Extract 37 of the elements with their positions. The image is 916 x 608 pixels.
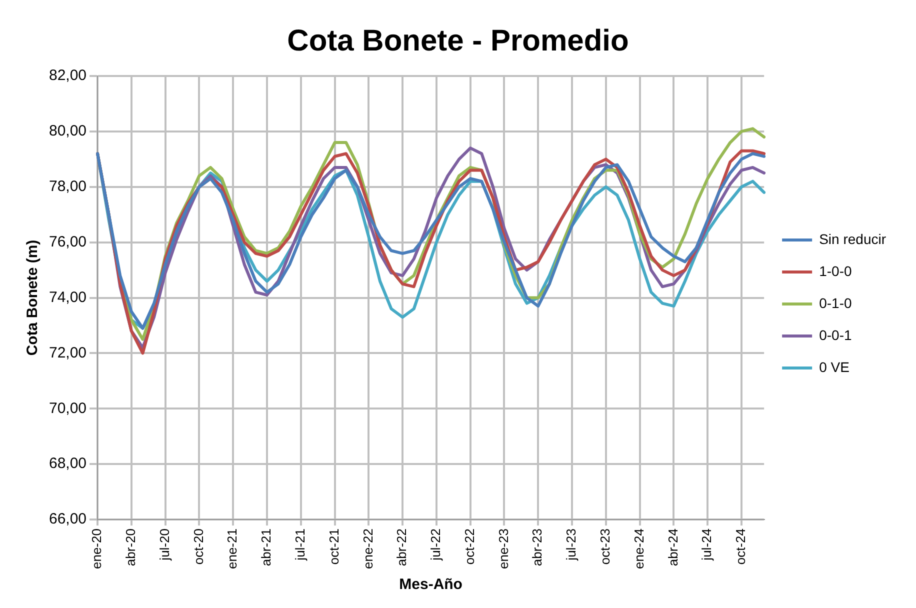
x-tick-label: jul-20 <box>156 528 172 562</box>
y-tick-label: 78,00 <box>48 178 87 196</box>
y-axis-title: Cota Bonete (m) <box>24 240 42 356</box>
x-tick-label: oct-23 <box>598 528 612 565</box>
x-tick-label: oct-21 <box>326 528 342 565</box>
x-tick-label: abr-22 <box>394 528 410 566</box>
legend-label: 1-0-0 <box>819 262 852 279</box>
legend-label: 0-1-0 <box>819 294 852 311</box>
x-axis-title: Mes-Año <box>399 576 462 594</box>
y-tick-label: 66,00 <box>48 510 87 528</box>
y-tick-label: 76,00 <box>48 233 87 250</box>
y-tick-label: 74,00 <box>48 288 87 306</box>
y-tick-label: 80,00 <box>48 122 87 140</box>
y-tick-label: 70,00 <box>48 400 87 417</box>
y-tick-label: 68,00 <box>48 455 87 472</box>
y-tick-label: 82,00 <box>48 67 87 84</box>
x-tick-label: ene-20 <box>89 528 104 570</box>
x-tick-label: abr-21 <box>258 528 274 566</box>
x-tick-label: ene-22 <box>360 528 376 570</box>
x-tick-label: oct-24 <box>733 528 748 565</box>
x-tick-label: abr-23 <box>530 528 545 566</box>
chart-title: Cota Bonete - Promedio <box>287 24 629 58</box>
x-tick-label: abr-20 <box>123 528 138 566</box>
x-tick-label: ene-24 <box>631 528 646 570</box>
x-tick-label: oct-20 <box>190 528 206 565</box>
x-tick-label: jul-24 <box>699 528 714 562</box>
legend-label: 0 VE <box>819 358 850 375</box>
legend-label: 0-0-1 <box>819 326 852 343</box>
x-tick-label: oct-22 <box>462 528 477 565</box>
x-tick-label: ene-21 <box>224 528 240 570</box>
y-tick-label: 72,00 <box>48 344 87 362</box>
x-tick-label: jul-23 <box>564 528 579 562</box>
x-tick-label: jul-22 <box>428 528 444 562</box>
x-tick-label: ene-23 <box>496 528 511 570</box>
x-tick-label: jul-21 <box>292 528 308 562</box>
legend-label: Sin reducir <box>819 230 886 247</box>
x-tick-label: abr-24 <box>665 528 680 566</box>
